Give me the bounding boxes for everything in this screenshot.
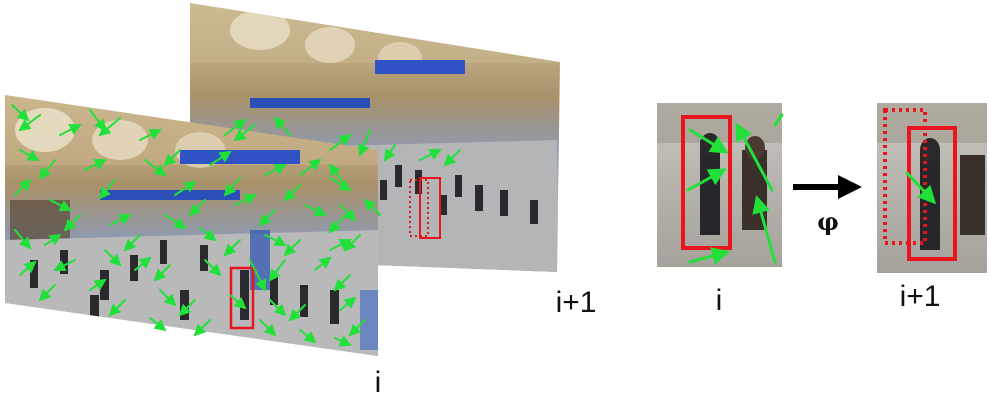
flow-arrow [14,178,32,196]
flow-arrow [314,256,332,271]
optical-flow-arrows [11,104,461,347]
flow-arrow [269,299,287,317]
flow-arrow [149,317,167,332]
flow-arrow [63,214,81,232]
flow-arrow [188,199,206,217]
flow-arrow [89,278,107,291]
flow-arrow [259,319,277,337]
flow-arrow [333,274,351,292]
flow-arrow [299,329,317,344]
frame-back-label: i+1 [556,286,597,319]
flow-arrow [229,294,247,310]
flow-arrow [109,214,132,226]
flow-arrow [11,104,30,122]
crop-frame-i [657,103,784,267]
flow-arrow [38,159,56,180]
flow-arrow [339,296,357,311]
flow-arrow [163,149,181,167]
flow-arrow [234,194,257,206]
flow-arrow [343,234,361,252]
flow-arrow [304,204,327,216]
flow-arrow [209,150,232,166]
flow-arrow [264,234,287,246]
flow-arrow [134,256,152,271]
flow-arrow [233,124,256,142]
flow-arrow [159,289,177,307]
flow-arrow [288,304,306,322]
flow-arrow [363,198,381,216]
flow-arrow [38,284,56,302]
crop-right-label: i+1 [900,280,941,313]
flow-arrow [329,177,352,192]
flow-arrow [18,114,41,132]
flow-arrow [419,149,442,161]
flow-arrow [223,239,241,257]
flow-arrow [98,179,116,200]
flow-arrow [53,259,76,271]
flow-arrow [204,259,222,277]
flow-arrow [123,234,141,252]
flow-arrow [14,229,32,250]
flow-arrow [49,199,72,211]
flow-arrow [193,319,211,337]
flow-arrow [249,259,266,292]
flow-arrow [329,133,352,151]
flow-arrow [283,239,301,257]
flow-arrow [108,299,126,317]
flow-arrow [98,117,121,137]
flow-arrow [224,118,247,136]
crop-frame-i-plus-1 [877,103,987,273]
flow-arrow [174,180,197,196]
flow-arrow [283,184,301,202]
flow-arrow [348,319,366,337]
flow-arrow [383,144,396,162]
flow-arrow [178,299,196,317]
flow-arrow [199,227,217,242]
flow-arrow [144,159,167,177]
flow-arrow [19,260,37,276]
flow-arrow [268,259,286,282]
flow-arrow [223,177,241,197]
flow-arrow [328,214,346,234]
flow-arrow [443,149,461,167]
phi-transform-arrow: φ [793,175,862,236]
flow-arrow [258,209,276,227]
frame-front-label: i [375,366,382,397]
flow-arrow [139,129,162,141]
flow-arrow [59,124,82,136]
flow-arrow [104,249,122,267]
flow-arrow [153,264,171,282]
flow-arrow [44,233,62,246]
crop-left-label: i [716,284,723,317]
flow-arrow [339,204,357,222]
flow-arrow [273,116,291,136]
flow-arrow [264,164,287,176]
flow-arrow [19,149,40,161]
flow-arrow [164,214,187,230]
flow-arrow [299,158,322,176]
flow-arrow [358,129,371,157]
phi-label: φ [817,207,839,236]
flow-arrow [334,335,352,347]
flow-arrow [84,159,107,171]
